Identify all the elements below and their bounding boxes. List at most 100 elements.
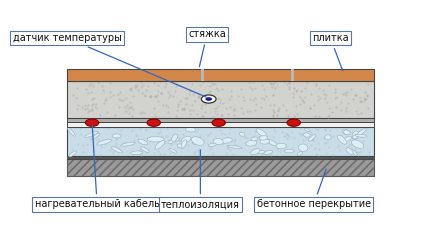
Text: бетонное перекрытие: бетонное перекрытие bbox=[257, 169, 371, 209]
Polygon shape bbox=[253, 116, 255, 122]
Bar bbox=[291, 69, 294, 81]
Ellipse shape bbox=[284, 149, 294, 153]
Ellipse shape bbox=[355, 134, 367, 137]
Polygon shape bbox=[153, 116, 155, 122]
Polygon shape bbox=[337, 116, 339, 122]
Ellipse shape bbox=[213, 138, 223, 145]
Polygon shape bbox=[245, 116, 247, 122]
Ellipse shape bbox=[338, 135, 347, 144]
Polygon shape bbox=[265, 116, 267, 122]
Polygon shape bbox=[149, 116, 151, 122]
Ellipse shape bbox=[112, 134, 121, 138]
Polygon shape bbox=[217, 116, 219, 122]
Ellipse shape bbox=[304, 133, 310, 137]
Polygon shape bbox=[165, 116, 167, 122]
Ellipse shape bbox=[255, 150, 265, 153]
Ellipse shape bbox=[68, 128, 75, 136]
Ellipse shape bbox=[208, 143, 216, 146]
Polygon shape bbox=[69, 116, 71, 122]
Bar bbox=[67, 69, 374, 81]
Polygon shape bbox=[189, 116, 191, 122]
Ellipse shape bbox=[251, 137, 258, 141]
Ellipse shape bbox=[227, 145, 242, 149]
Polygon shape bbox=[365, 116, 367, 122]
Polygon shape bbox=[193, 116, 195, 122]
Ellipse shape bbox=[185, 127, 196, 132]
Text: нагревательный кабель: нагревательный кабель bbox=[35, 125, 160, 209]
Polygon shape bbox=[169, 116, 171, 122]
Polygon shape bbox=[261, 116, 263, 122]
Polygon shape bbox=[233, 116, 235, 122]
Polygon shape bbox=[276, 116, 279, 122]
Polygon shape bbox=[137, 116, 139, 122]
Text: теплоизоляция: теплоизоляция bbox=[161, 150, 240, 209]
Ellipse shape bbox=[172, 134, 178, 142]
Ellipse shape bbox=[177, 144, 182, 148]
Ellipse shape bbox=[325, 135, 331, 140]
Circle shape bbox=[206, 97, 212, 101]
Polygon shape bbox=[305, 116, 307, 122]
Polygon shape bbox=[117, 116, 119, 122]
Polygon shape bbox=[225, 116, 227, 122]
Polygon shape bbox=[113, 116, 115, 122]
Circle shape bbox=[212, 119, 225, 126]
Polygon shape bbox=[197, 116, 199, 122]
Polygon shape bbox=[129, 116, 131, 122]
Polygon shape bbox=[93, 116, 95, 122]
Ellipse shape bbox=[141, 147, 149, 153]
Polygon shape bbox=[185, 116, 187, 122]
Polygon shape bbox=[221, 116, 223, 122]
Polygon shape bbox=[349, 116, 351, 122]
Polygon shape bbox=[356, 116, 359, 122]
Polygon shape bbox=[177, 116, 179, 122]
Text: стяжка: стяжка bbox=[188, 29, 226, 67]
Ellipse shape bbox=[111, 147, 123, 153]
Circle shape bbox=[86, 119, 99, 126]
Polygon shape bbox=[333, 116, 335, 122]
Ellipse shape bbox=[264, 150, 273, 155]
Ellipse shape bbox=[251, 149, 260, 155]
Polygon shape bbox=[289, 116, 291, 122]
Polygon shape bbox=[89, 116, 91, 122]
Polygon shape bbox=[301, 116, 303, 122]
Ellipse shape bbox=[308, 135, 316, 141]
Ellipse shape bbox=[346, 148, 353, 154]
Polygon shape bbox=[145, 116, 147, 122]
Polygon shape bbox=[293, 116, 295, 122]
Polygon shape bbox=[109, 116, 111, 122]
Ellipse shape bbox=[191, 137, 204, 145]
Polygon shape bbox=[345, 116, 347, 122]
Bar bbox=[67, 81, 374, 118]
Ellipse shape bbox=[168, 138, 179, 143]
Polygon shape bbox=[133, 116, 135, 122]
Polygon shape bbox=[209, 116, 211, 122]
Bar bbox=[67, 122, 374, 127]
Polygon shape bbox=[77, 116, 79, 122]
Polygon shape bbox=[325, 116, 327, 122]
Ellipse shape bbox=[260, 139, 270, 144]
Ellipse shape bbox=[259, 136, 268, 140]
Polygon shape bbox=[361, 116, 362, 122]
Polygon shape bbox=[373, 116, 375, 122]
Polygon shape bbox=[269, 116, 271, 122]
Bar bbox=[67, 118, 374, 122]
Polygon shape bbox=[285, 116, 287, 122]
Text: плитка: плитка bbox=[312, 33, 349, 71]
Polygon shape bbox=[97, 116, 99, 122]
Ellipse shape bbox=[121, 142, 135, 146]
Circle shape bbox=[147, 119, 160, 126]
Polygon shape bbox=[181, 116, 183, 122]
Polygon shape bbox=[173, 116, 175, 122]
Polygon shape bbox=[309, 116, 311, 122]
Polygon shape bbox=[141, 116, 143, 122]
Ellipse shape bbox=[97, 139, 111, 145]
Bar bbox=[67, 156, 374, 159]
Ellipse shape bbox=[356, 129, 366, 137]
Ellipse shape bbox=[350, 149, 357, 156]
Ellipse shape bbox=[239, 132, 245, 136]
Ellipse shape bbox=[181, 140, 187, 149]
Bar bbox=[201, 69, 204, 81]
Ellipse shape bbox=[193, 141, 203, 144]
Ellipse shape bbox=[276, 143, 286, 149]
Bar bbox=[67, 127, 374, 156]
